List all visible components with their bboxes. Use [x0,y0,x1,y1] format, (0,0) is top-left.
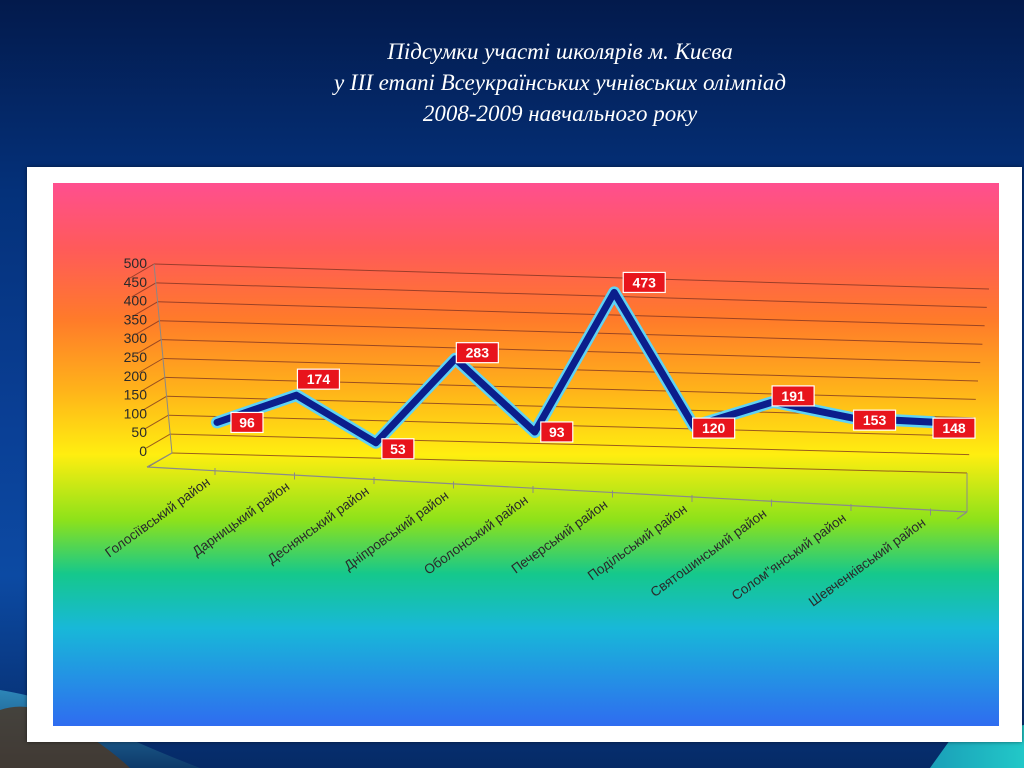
data-label-box [540,421,574,443]
data-label-text: 93 [549,424,565,440]
y-tick-label: 150 [124,387,148,403]
floor-left-edge [146,452,173,468]
data-label-text: 174 [307,371,331,387]
gridline-side [140,376,166,392]
gridline [161,339,981,364]
y-tick-label: 400 [124,293,148,309]
axes [146,263,968,520]
data-label-text: 148 [942,420,966,436]
data-label-text: 96 [239,414,255,430]
y-tick-label: 200 [124,368,148,384]
data-label-box [230,411,264,434]
data-label-text: 53 [390,441,406,457]
gridline-side [144,414,169,430]
gridline-side [138,358,164,373]
data-label-text: 283 [466,345,490,361]
gridline [153,263,990,290]
gridline [159,320,983,345]
data-label: 153 [852,409,897,431]
data-label-box [455,342,499,364]
slide-title-line-3: 2008-2009 навчального року [422,101,698,126]
gridline-side [135,320,160,336]
data-label-box [622,271,666,294]
data-label-text: 473 [633,274,657,290]
data-label-box [381,438,415,460]
data-label: 93 [540,421,574,443]
plot-area-background [53,183,999,726]
data-label-text: 120 [702,420,726,436]
x-axis-front-line [146,466,968,513]
chart-frame: 96 174 53 283 93 473 120 191 153 148 0 50 100 150 200… [27,167,1022,742]
y-tick-label: 500 [124,255,148,271]
data-label: 120 [692,417,736,439]
gridline-side [145,433,171,449]
gridline [157,301,985,327]
y-tick-label: 300 [124,330,148,346]
line-chart: 96 174 53 283 93 473 120 191 153 148 0 50 100 150 200… [53,183,999,726]
y-axis-line [153,263,173,454]
data-labels: 96 174 53 283 93 473 120 191 153 148 [230,271,976,460]
data-label: 174 [296,368,341,390]
data-label-text: 153 [863,412,887,428]
slide-title-line-2: у ІІІ етапі Всеукраїнських учнівських ол… [333,70,787,95]
data-label: 96 [230,411,264,434]
gridline [155,282,987,308]
gridline [171,452,968,474]
data-label: 473 [622,271,666,294]
data-label-box [852,409,897,431]
data-label-text: 191 [781,388,805,404]
gridline [170,433,970,456]
y-tick-label: 250 [124,349,148,365]
gridline-side [142,395,167,411]
data-point [612,290,617,295]
y-axis-ticks: 0 50 100 150 200 250 300 350 400 450 500 [124,255,148,459]
slide-title: Підсумки участі школярів м. Києва у ІІІ … [170,36,950,129]
y-tick-label: 0 [139,443,147,459]
data-point [294,393,299,398]
data-label-box [692,417,736,439]
gridline-side [136,339,162,355]
data-point [532,429,537,434]
data-label: 53 [381,438,415,460]
gridline-side [133,301,158,317]
data-label-box [771,385,815,407]
y-tick-label: 450 [124,274,148,290]
slide-title-line-1: Підсумки участі школярів м. Києва [387,39,733,64]
gridline-side [131,282,157,298]
x-axis-end [956,511,968,520]
data-label-box [296,368,341,390]
data-label: 148 [932,417,976,439]
series-line-core [213,288,936,447]
y-tick-label: 100 [124,405,148,421]
data-label: 283 [455,342,499,364]
data-label-box [932,417,976,439]
data-label: 191 [771,385,815,407]
gridline-side [129,263,155,279]
y-tick-label: 50 [131,424,147,440]
data-point [373,440,378,445]
data-point [215,420,219,425]
y-tick-label: 350 [124,311,148,327]
